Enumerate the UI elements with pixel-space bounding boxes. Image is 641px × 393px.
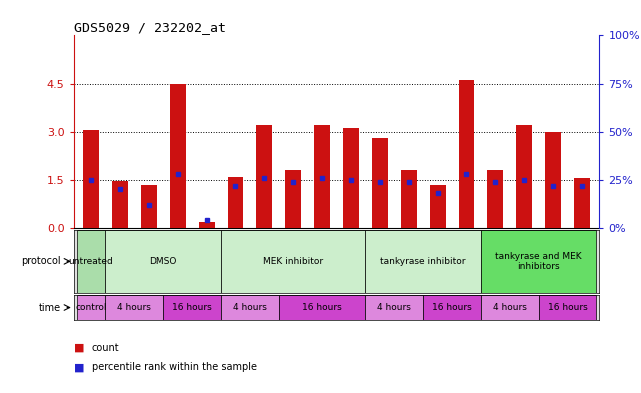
Bar: [343, 129, 359, 228]
Text: tankyrase and MEK
inhibitors: tankyrase and MEK inhibitors: [495, 252, 582, 271]
Text: 4 hours: 4 hours: [493, 303, 527, 312]
Text: ■: ■: [74, 343, 84, 353]
Text: tankyrase inhibitor: tankyrase inhibitor: [380, 257, 466, 266]
Text: percentile rank within the sample: percentile rank within the sample: [92, 362, 256, 373]
Bar: [256, 125, 272, 228]
Bar: [106, 295, 163, 320]
Bar: [365, 295, 423, 320]
Bar: [112, 182, 128, 228]
Text: 4 hours: 4 hours: [233, 303, 267, 312]
Text: 4 hours: 4 hours: [378, 303, 412, 312]
Bar: [163, 295, 221, 320]
Bar: [199, 222, 215, 228]
Text: MEK inhibitor: MEK inhibitor: [263, 257, 323, 266]
Text: 16 hours: 16 hours: [302, 303, 342, 312]
Bar: [221, 295, 279, 320]
Bar: [574, 178, 590, 228]
Bar: [538, 295, 596, 320]
Bar: [314, 125, 330, 228]
Bar: [481, 230, 596, 293]
Bar: [429, 185, 445, 228]
Bar: [83, 130, 99, 228]
Bar: [516, 125, 532, 228]
Bar: [221, 230, 365, 293]
Bar: [365, 230, 481, 293]
Bar: [458, 80, 474, 228]
Text: DMSO: DMSO: [149, 257, 177, 266]
Bar: [487, 170, 503, 228]
Text: protocol: protocol: [21, 256, 60, 266]
Text: control: control: [75, 303, 107, 312]
Text: time: time: [38, 303, 60, 312]
Text: count: count: [92, 343, 119, 353]
Text: 16 hours: 16 hours: [172, 303, 212, 312]
Bar: [77, 230, 106, 293]
Text: ■: ■: [74, 362, 84, 373]
Text: untreated: untreated: [69, 257, 113, 266]
Bar: [285, 170, 301, 228]
Text: 4 hours: 4 hours: [117, 303, 151, 312]
Bar: [481, 295, 538, 320]
Bar: [372, 138, 388, 228]
Bar: [423, 295, 481, 320]
Bar: [228, 176, 244, 228]
Bar: [401, 170, 417, 228]
Bar: [170, 83, 186, 228]
Text: 16 hours: 16 hours: [432, 303, 472, 312]
Text: GDS5029 / 232202_at: GDS5029 / 232202_at: [74, 21, 226, 34]
Bar: [141, 185, 157, 228]
Bar: [545, 132, 561, 228]
Bar: [77, 295, 106, 320]
Bar: [106, 230, 221, 293]
Text: 16 hours: 16 hours: [547, 303, 587, 312]
Bar: [279, 295, 365, 320]
